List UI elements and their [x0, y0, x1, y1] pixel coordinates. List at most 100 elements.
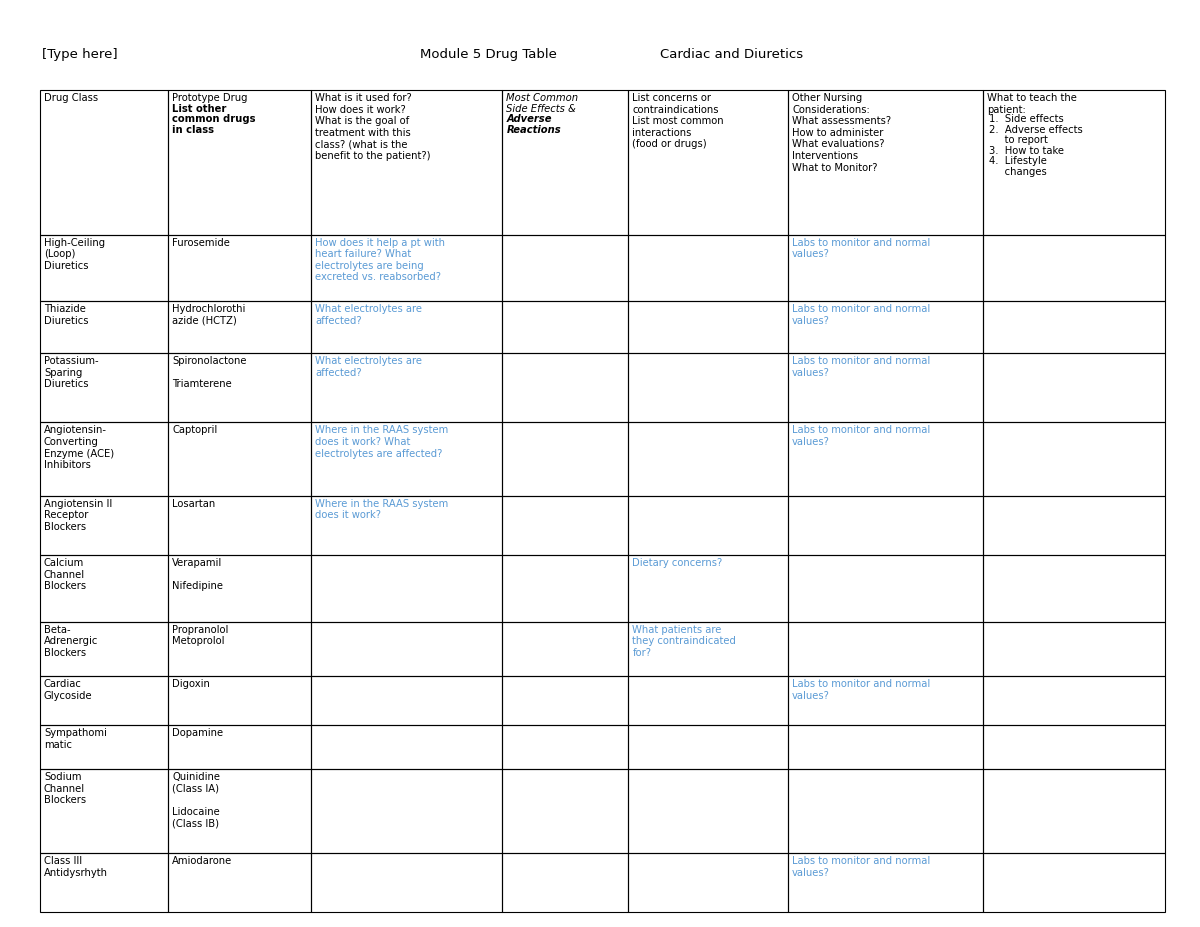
Bar	[503, 769, 629, 854]
Text: Beta-
Adrenergic
Blockers: Beta- Adrenergic Blockers	[44, 625, 98, 658]
Bar	[983, 90, 1165, 235]
Text: Verapamil

Nifedipine: Verapamil Nifedipine	[173, 558, 223, 591]
Text: Labs to monitor and normal
values?: Labs to monitor and normal values?	[792, 425, 930, 447]
Text: Quinidine
(Class IA)

Lidocaine
(Class IB): Quinidine (Class IA) Lidocaine (Class IB…	[173, 772, 221, 829]
Bar	[788, 725, 983, 769]
Text: Angiotensin II
Receptor
Blockers: Angiotensin II Receptor Blockers	[44, 499, 113, 532]
Bar	[503, 725, 629, 769]
Text: Propranolol
Metoprolol: Propranolol Metoprolol	[173, 625, 229, 646]
Text: Dietary concerns?: Dietary concerns?	[632, 558, 722, 568]
Text: Losartan: Losartan	[173, 499, 216, 509]
Text: Labs to monitor and normal
values?: Labs to monitor and normal values?	[792, 679, 930, 701]
Bar	[788, 555, 983, 622]
Bar	[788, 496, 983, 555]
Bar	[311, 353, 503, 423]
Bar	[629, 555, 788, 622]
Text: List other: List other	[173, 104, 227, 113]
Bar	[311, 423, 503, 496]
Bar	[168, 496, 311, 555]
Bar	[40, 423, 168, 496]
Bar	[629, 769, 788, 854]
Bar	[40, 555, 168, 622]
Bar	[40, 769, 168, 854]
Bar	[788, 769, 983, 854]
Bar	[40, 622, 168, 677]
Text: Hydrochlorothi
azide (HCTZ): Hydrochlorothi azide (HCTZ)	[173, 304, 246, 325]
Text: Sodium
Channel
Blockers: Sodium Channel Blockers	[44, 772, 86, 806]
Bar	[983, 301, 1165, 353]
Text: Adverse: Adverse	[506, 114, 552, 124]
Text: Captopril: Captopril	[173, 425, 217, 436]
Bar	[983, 769, 1165, 854]
Text: List concerns or
contraindications
List most common
interactions
(food or drugs): List concerns or contraindications List …	[632, 93, 724, 149]
Bar	[788, 301, 983, 353]
Bar	[168, 769, 311, 854]
Text: Spironolactone

Triamterene: Spironolactone Triamterene	[173, 356, 247, 389]
Bar	[629, 423, 788, 496]
Bar	[503, 677, 629, 725]
Bar	[629, 353, 788, 423]
Text: Sympathomi
matic: Sympathomi matic	[44, 729, 107, 750]
Text: Dopamine: Dopamine	[173, 729, 223, 738]
Text: Module 5 Drug Table: Module 5 Drug Table	[420, 48, 557, 61]
Bar	[168, 725, 311, 769]
Text: High-Ceiling
(Loop)
Diuretics: High-Ceiling (Loop) Diuretics	[44, 237, 106, 271]
Text: What is it used for?
How does it work?
What is the goal of
treatment with this
c: What is it used for? How does it work? W…	[316, 93, 431, 161]
Bar	[311, 769, 503, 854]
Bar	[788, 677, 983, 725]
Bar	[311, 496, 503, 555]
Text: 2.  Adverse effects: 2. Adverse effects	[989, 124, 1082, 134]
Bar	[629, 725, 788, 769]
Bar	[983, 725, 1165, 769]
Bar	[629, 622, 788, 677]
Text: [Type here]: [Type here]	[42, 48, 118, 61]
Text: What to teach the
patient:: What to teach the patient:	[986, 93, 1076, 115]
Text: common drugs: common drugs	[173, 114, 256, 124]
Text: Furosemide: Furosemide	[173, 237, 230, 248]
Text: Labs to monitor and normal
values?: Labs to monitor and normal values?	[792, 857, 930, 878]
Bar	[311, 555, 503, 622]
Bar	[788, 622, 983, 677]
Bar	[168, 353, 311, 423]
Bar	[503, 301, 629, 353]
Bar	[788, 90, 983, 235]
Bar	[40, 235, 168, 301]
Bar	[503, 555, 629, 622]
Bar	[503, 90, 629, 235]
Text: Angiotensin-
Converting
Enzyme (ACE)
Inhibitors: Angiotensin- Converting Enzyme (ACE) Inh…	[44, 425, 114, 470]
Bar	[311, 725, 503, 769]
Bar	[983, 423, 1165, 496]
Text: Other Nursing
Considerations:
What assessments?
How to administer
What evaluatio: Other Nursing Considerations: What asses…	[792, 93, 892, 172]
Bar	[983, 235, 1165, 301]
Bar	[788, 423, 983, 496]
Text: Where in the RAAS system
does it work? What
electrolytes are affected?: Where in the RAAS system does it work? W…	[316, 425, 449, 459]
Bar	[983, 677, 1165, 725]
Bar	[983, 353, 1165, 423]
Bar	[503, 496, 629, 555]
Text: Potassium-
Sparing
Diuretics: Potassium- Sparing Diuretics	[44, 356, 98, 389]
Bar	[40, 854, 168, 912]
Text: 4.  Lifestyle: 4. Lifestyle	[989, 156, 1046, 166]
Text: Thiazide
Diuretics: Thiazide Diuretics	[44, 304, 89, 325]
Text: Class III
Antidysrhyth: Class III Antidysrhyth	[44, 857, 108, 878]
Text: What electrolytes are
affected?: What electrolytes are affected?	[316, 356, 422, 377]
Bar	[40, 353, 168, 423]
Text: Prototype Drug: Prototype Drug	[173, 93, 247, 103]
Text: Digoxin: Digoxin	[173, 679, 210, 690]
Text: Labs to monitor and normal
values?: Labs to monitor and normal values?	[792, 237, 930, 260]
Text: How does it help a pt with
heart failure? What
electrolytes are being
excreted v: How does it help a pt with heart failure…	[316, 237, 445, 283]
Bar	[311, 854, 503, 912]
Bar	[168, 555, 311, 622]
Bar	[40, 677, 168, 725]
Bar	[168, 622, 311, 677]
Text: Cardiac and Diuretics: Cardiac and Diuretics	[660, 48, 803, 61]
Text: Labs to monitor and normal
values?: Labs to monitor and normal values?	[792, 356, 930, 377]
Text: to report: to report	[989, 135, 1048, 145]
Text: Reactions: Reactions	[506, 124, 562, 134]
Bar	[788, 235, 983, 301]
Bar	[629, 90, 788, 235]
Text: Cardiac
Glycoside: Cardiac Glycoside	[44, 679, 92, 701]
Text: Drug Class: Drug Class	[44, 93, 98, 103]
Bar	[629, 854, 788, 912]
Text: Most Common: Most Common	[506, 93, 578, 103]
